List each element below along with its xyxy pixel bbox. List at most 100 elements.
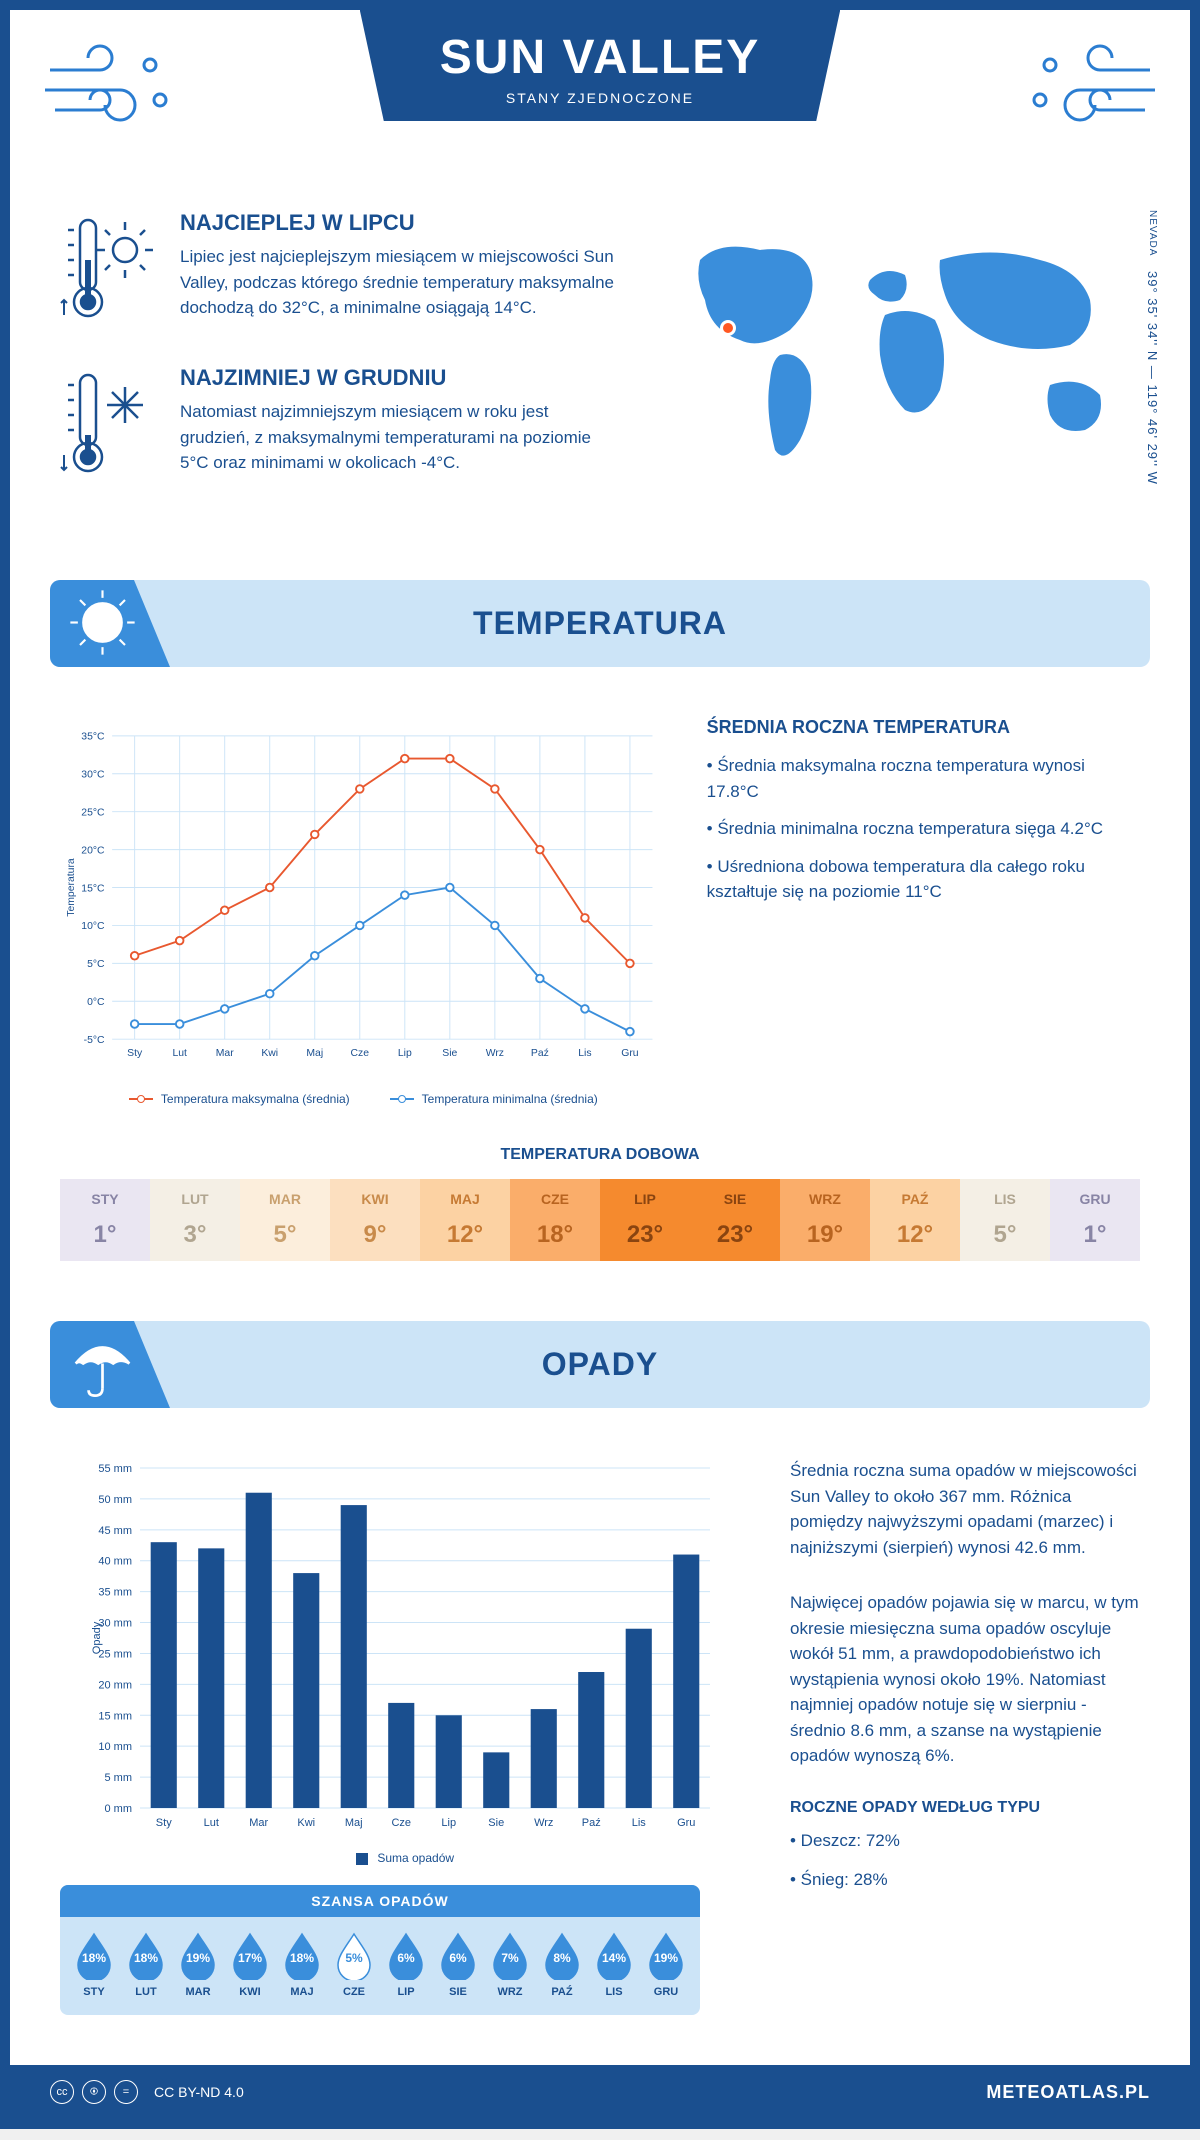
temperature-legend: Temperatura maksymalna (średnia) Tempera… [60, 1092, 667, 1106]
warmest-title: NAJCIEPLEJ W LIPCU [180, 210, 620, 236]
temperature-section-header: TEMPERATURA [50, 580, 1150, 667]
precip-summary-p1: Średnia roczna suma opadów w miejscowośc… [790, 1458, 1140, 1560]
svg-text:-5°C: -5°C [84, 1035, 105, 1046]
svg-text:5 mm: 5 mm [105, 1772, 133, 1784]
daily-temp-title: TEMPERATURA DOBOWA [60, 1146, 1140, 1164]
daily-temp-cell: MAR5° [240, 1179, 330, 1261]
legend-min-label: Temperatura minimalna (średnia) [422, 1092, 598, 1106]
svg-text:Mar: Mar [216, 1048, 234, 1059]
daily-temp-cell: LIP23° [600, 1179, 690, 1261]
umbrella-icon [65, 1326, 140, 1401]
svg-text:15°C: 15°C [81, 883, 105, 894]
wind-icon [1020, 40, 1160, 140]
svg-text:55 mm: 55 mm [98, 1463, 132, 1475]
state-name: NEVADA [1147, 210, 1158, 256]
page-title: SUN VALLEY [440, 30, 760, 85]
svg-text:35°C: 35°C [81, 732, 105, 743]
svg-text:Gru: Gru [621, 1048, 639, 1059]
chance-cell: 6% SIE [432, 1932, 484, 1998]
chance-cell: 17% KWI [224, 1932, 276, 1998]
infographic-page: SUN VALLEY STANY ZJEDNOCZONE [0, 0, 1200, 2129]
svg-text:Cze: Cze [351, 1048, 370, 1059]
title-banner: SUN VALLEY STANY ZJEDNOCZONE [360, 10, 840, 121]
daily-temp-cell: MAJ12° [420, 1179, 510, 1261]
intro-section: NAJCIEPLEJ W LIPCU Lipiec jest najcieple… [10, 190, 1190, 560]
coldest-title: NAJZIMNIEJ W GRUDNIU [180, 365, 620, 391]
svg-text:Gru: Gru [677, 1817, 695, 1829]
chance-cell: 8% PAŹ [536, 1932, 588, 1998]
temperature-summary: ŚREDNIA ROCZNA TEMPERATURA • Średnia mak… [707, 717, 1140, 1106]
svg-text:0°C: 0°C [87, 997, 105, 1008]
svg-text:45 mm: 45 mm [98, 1525, 132, 1537]
chance-cell: 6% LIP [380, 1932, 432, 1998]
svg-text:Lip: Lip [441, 1817, 456, 1829]
svg-text:Sty: Sty [127, 1048, 143, 1059]
svg-text:Paź: Paź [531, 1048, 549, 1059]
map-column: NEVADA 39° 35' 34'' N — 119° 46' 29'' W [660, 210, 1140, 520]
daily-temp-cell: STY1° [60, 1179, 150, 1261]
by-icon: 🅯 [82, 2080, 106, 2104]
svg-text:25 mm: 25 mm [98, 1648, 132, 1660]
chance-cell: 18% LUT [120, 1932, 172, 1998]
chance-cell: 18% MAJ [276, 1932, 328, 1998]
chance-cell: 19% MAR [172, 1932, 224, 1998]
precipitation-chart: 0 mm5 mm10 mm15 mm20 mm25 mm30 mm35 mm40… [60, 1458, 750, 2045]
daily-temp-cell: PAŹ12° [870, 1179, 960, 1261]
svg-text:Wrz: Wrz [534, 1817, 553, 1829]
svg-text:10°C: 10°C [81, 921, 105, 932]
temperature-chart: -5°C0°C5°C10°C15°C20°C25°C30°C35°CStyLut… [60, 717, 667, 1106]
svg-text:20 mm: 20 mm [98, 1679, 132, 1691]
license: cc 🅯 = CC BY-ND 4.0 [50, 2080, 244, 2104]
coordinates-label: NEVADA 39° 35' 34'' N — 119° 46' 29'' W [1145, 210, 1160, 485]
thermometer-cold-icon [60, 365, 160, 490]
temp-summary-bullet: • Uśredniona dobowa temperatura dla całe… [707, 854, 1140, 905]
chance-cell: 7% WRZ [484, 1932, 536, 1998]
map-marker-icon [720, 320, 736, 336]
chance-title: SZANSA OPADÓW [60, 1885, 700, 1917]
precipitation-legend: Suma opadów [60, 1851, 750, 1865]
sun-icon [65, 585, 140, 660]
svg-text:25°C: 25°C [81, 807, 105, 818]
site-name: METEOATLAS.PL [986, 2082, 1150, 2103]
daily-temperature: TEMPERATURA DOBOWA STY1°LUT3°MAR5°KWI9°M… [10, 1136, 1190, 1301]
legend-max-label: Temperatura maksymalna (średnia) [161, 1092, 350, 1106]
precipitation-types: ROCZNE OPADY WEDŁUG TYPU • Deszcz: 72% •… [790, 1799, 1140, 1893]
svg-text:Sty: Sty [156, 1817, 172, 1829]
svg-text:15 mm: 15 mm [98, 1710, 132, 1722]
svg-text:Lis: Lis [632, 1817, 647, 1829]
temperature-heading: TEMPERATURA [50, 605, 1150, 642]
temp-summary-bullet: • Średnia maksymalna roczna temperatura … [707, 753, 1140, 804]
chance-cell: 5% CZE [328, 1932, 380, 1998]
temp-summary-bullet: • Średnia minimalna roczna temperatura s… [707, 816, 1140, 842]
svg-text:35 mm: 35 mm [98, 1587, 132, 1599]
precipitation-chance: SZANSA OPADÓW 18% STY 18% LUT 19% MAR 17… [60, 1885, 700, 2015]
svg-text:Wrz: Wrz [486, 1048, 504, 1059]
precipitation-summary: Średnia roczna suma opadów w miejscowośc… [790, 1458, 1140, 2045]
footer: cc 🅯 = CC BY-ND 4.0 METEOATLAS.PL [10, 2065, 1190, 2119]
svg-text:Kwi: Kwi [297, 1817, 315, 1829]
svg-text:Mar: Mar [249, 1817, 268, 1829]
svg-text:Paź: Paź [582, 1817, 601, 1829]
svg-text:5°C: 5°C [87, 959, 105, 970]
warmest-text: Lipiec jest najcieplejszym miesiącem w m… [180, 244, 620, 321]
cc-icon: cc [50, 2080, 74, 2104]
svg-text:Lis: Lis [578, 1048, 591, 1059]
license-label: CC BY-ND 4.0 [154, 2084, 244, 2100]
svg-text:20°C: 20°C [81, 845, 105, 856]
precipitation-section-header: OPADY [50, 1321, 1150, 1408]
svg-text:Maj: Maj [306, 1048, 323, 1059]
precipitation-content: 0 mm5 mm10 mm15 mm20 mm25 mm30 mm35 mm40… [10, 1428, 1190, 2065]
chance-cell: 18% STY [68, 1932, 120, 1998]
svg-text:40 mm: 40 mm [98, 1556, 132, 1568]
intro-text-column: NAJCIEPLEJ W LIPCU Lipiec jest najcieple… [60, 210, 620, 520]
daily-temp-cell: LUT3° [150, 1179, 240, 1261]
svg-text:Opady: Opady [91, 1621, 103, 1654]
coordinates-value: 39° 35' 34'' N — 119° 46' 29'' W [1145, 271, 1160, 485]
warmest-block: NAJCIEPLEJ W LIPCU Lipiec jest najcieple… [60, 210, 620, 335]
daily-temp-cell: WRZ19° [780, 1179, 870, 1261]
svg-text:Lip: Lip [398, 1048, 412, 1059]
svg-text:Sie: Sie [488, 1817, 504, 1829]
svg-text:Lut: Lut [204, 1817, 219, 1829]
coldest-text: Natomiast najzimniejszym miesiącem w rok… [180, 399, 620, 476]
precip-types-title: ROCZNE OPADY WEDŁUG TYPU [790, 1799, 1140, 1817]
